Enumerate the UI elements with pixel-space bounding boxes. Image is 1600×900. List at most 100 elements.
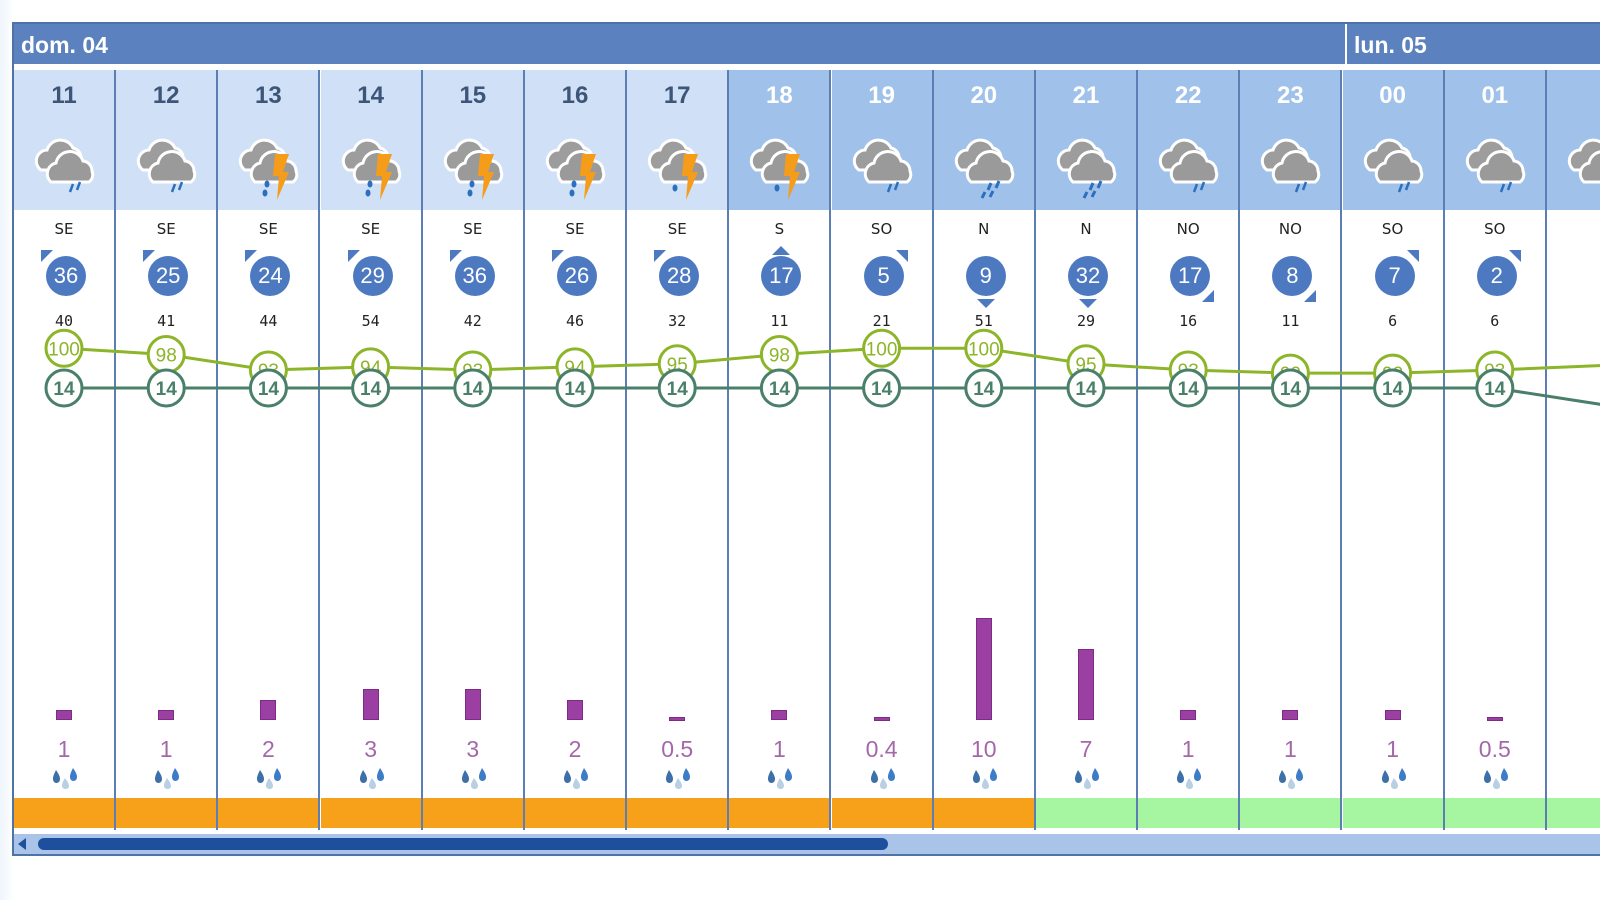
risk-level-strip bbox=[320, 798, 421, 828]
rain-cloud-icon bbox=[1159, 138, 1219, 193]
hour-column: 16 SE 26 46 2 bbox=[525, 70, 627, 830]
rain-cloud-icon bbox=[1261, 138, 1321, 193]
wind-speed-badge: 25 bbox=[148, 256, 189, 296]
hour-column: 22 NO 17 16 1 bbox=[1138, 70, 1241, 830]
wind-gust: 46 bbox=[565, 312, 585, 330]
precipitation-value: 7 bbox=[1079, 736, 1093, 762]
risk-level-strip bbox=[1547, 798, 1600, 828]
wind-direction: NO bbox=[1176, 220, 1200, 238]
wind-speed-badge: 9 bbox=[965, 256, 1006, 296]
precipitation-value: 1 bbox=[57, 736, 71, 762]
risk-level-strip bbox=[218, 798, 319, 828]
wind-direction: SO bbox=[870, 220, 893, 238]
precipitation-value: 1 bbox=[159, 736, 173, 762]
hour-column: 13 SE 24 44 2 bbox=[218, 70, 321, 830]
wind-arrow-icon bbox=[1202, 290, 1215, 302]
precipitation-bar bbox=[158, 710, 175, 720]
wind-gust: 6 bbox=[1388, 312, 1398, 330]
precipitation-bar bbox=[975, 618, 992, 720]
wind-speed-badge: 28 bbox=[659, 256, 700, 296]
hour-label: 20 bbox=[970, 82, 998, 109]
wind-speed-badge: 36 bbox=[454, 256, 495, 296]
rain-cloud-icon bbox=[1465, 138, 1526, 193]
risk-level-strip bbox=[729, 798, 830, 828]
wind-arrow-icon bbox=[654, 250, 667, 262]
precipitation-bar bbox=[1486, 717, 1503, 721]
risk-level-strip bbox=[1240, 798, 1341, 828]
wind-speed-badge: 2 bbox=[1476, 256, 1517, 296]
precipitation-drops-icon bbox=[1483, 768, 1508, 790]
risk-level-strip bbox=[1342, 798, 1443, 828]
hour-column: 01 SO 2 6 0.5 bbox=[1444, 70, 1547, 830]
hour-label: 14 bbox=[357, 82, 384, 109]
hour-header-cell: 20 bbox=[933, 70, 1034, 210]
precipitation-drops-icon bbox=[666, 768, 691, 790]
precipitation-value: 2 bbox=[261, 736, 275, 762]
wind-gust: 41 bbox=[157, 312, 176, 330]
risk-level-strip bbox=[1036, 798, 1136, 828]
wind-gust: 16 bbox=[1179, 312, 1198, 330]
scroll-left-arrow-icon[interactable] bbox=[18, 838, 26, 850]
wind-gust: 21 bbox=[872, 312, 891, 330]
hour-column: 18 S 17 11 1 bbox=[729, 70, 832, 830]
wind-arrow-icon bbox=[1304, 290, 1317, 302]
wind-direction: SO bbox=[1484, 220, 1506, 238]
wind-arrow-icon bbox=[245, 250, 258, 262]
precipitation-drops-icon bbox=[1177, 768, 1202, 790]
wind-arrow-icon bbox=[772, 246, 791, 255]
hour-header-cell: 13 bbox=[218, 70, 319, 210]
hour-column bbox=[1547, 70, 1600, 830]
precipitation-drops-icon bbox=[563, 768, 588, 790]
wind-gust: 32 bbox=[668, 312, 687, 330]
hour-header-cell: 14 bbox=[320, 70, 421, 210]
thunderstorm-icon bbox=[545, 138, 606, 200]
hour-column: 17 SE 28 32 0.5 bbox=[627, 70, 730, 830]
precipitation-value: 10 bbox=[971, 736, 997, 762]
rain-cloud-icon bbox=[1567, 138, 1600, 184]
scrollbar-thumb[interactable] bbox=[38, 838, 888, 850]
risk-level-strip bbox=[14, 798, 114, 828]
wind-gust: 11 bbox=[1281, 312, 1300, 330]
wind-speed-badge: 26 bbox=[557, 256, 597, 296]
hour-label: 12 bbox=[152, 82, 180, 109]
precipitation-bar bbox=[1078, 649, 1094, 720]
risk-level-strip bbox=[831, 798, 932, 828]
horizontal-scrollbar[interactable] bbox=[14, 832, 1600, 854]
hour-label: 11 bbox=[51, 82, 77, 109]
hour-column: 15 SE 36 42 3 bbox=[422, 70, 525, 830]
wind-arrow-icon bbox=[895, 250, 908, 262]
hour-label: 16 bbox=[561, 82, 589, 109]
wind-speed-badge: 32 bbox=[1068, 256, 1108, 296]
rain-cloud-icon bbox=[137, 138, 197, 193]
wind-direction: NO bbox=[1278, 220, 1302, 238]
wind-gust: 11 bbox=[770, 312, 789, 330]
precipitation-drops-icon bbox=[870, 768, 895, 790]
day-header: dom. 04 bbox=[14, 24, 1345, 64]
wind-speed-badge: 29 bbox=[352, 256, 393, 296]
wind-direction: N bbox=[978, 220, 990, 238]
wind-direction: N bbox=[1080, 220, 1092, 238]
precipitation-bar bbox=[669, 717, 686, 721]
hour-column: 21 N 32 29 7 bbox=[1036, 70, 1138, 830]
wind-arrow-icon bbox=[41, 250, 53, 262]
header-gap bbox=[14, 64, 1600, 70]
risk-level-strip bbox=[1138, 798, 1239, 828]
wind-gust: 6 bbox=[1490, 312, 1500, 330]
precipitation-drops-icon bbox=[257, 768, 282, 790]
hour-label: 17 bbox=[663, 82, 691, 109]
hour-column: 19 SO 5 21 0.4 bbox=[831, 70, 934, 830]
wind-direction: SE bbox=[258, 220, 278, 238]
precipitation-drops-icon bbox=[1381, 768, 1406, 790]
precipitation-drops-icon bbox=[52, 768, 77, 790]
thunderstorm-light-icon bbox=[750, 138, 810, 200]
hour-header-cell: 15 bbox=[422, 70, 523, 210]
precipitation-value: 0.4 bbox=[865, 736, 898, 762]
wind-speed-badge: 7 bbox=[1374, 256, 1415, 296]
thunderstorm-icon bbox=[239, 138, 299, 200]
hour-header-cell: 12 bbox=[116, 70, 217, 210]
hour-label: 01 bbox=[1481, 82, 1509, 109]
wind-speed-badge: 8 bbox=[1272, 256, 1313, 296]
hour-header-cell: 23 bbox=[1240, 70, 1341, 210]
hour-label: 19 bbox=[868, 82, 895, 109]
hour-column: 14 SE 29 54 3 bbox=[320, 70, 423, 830]
